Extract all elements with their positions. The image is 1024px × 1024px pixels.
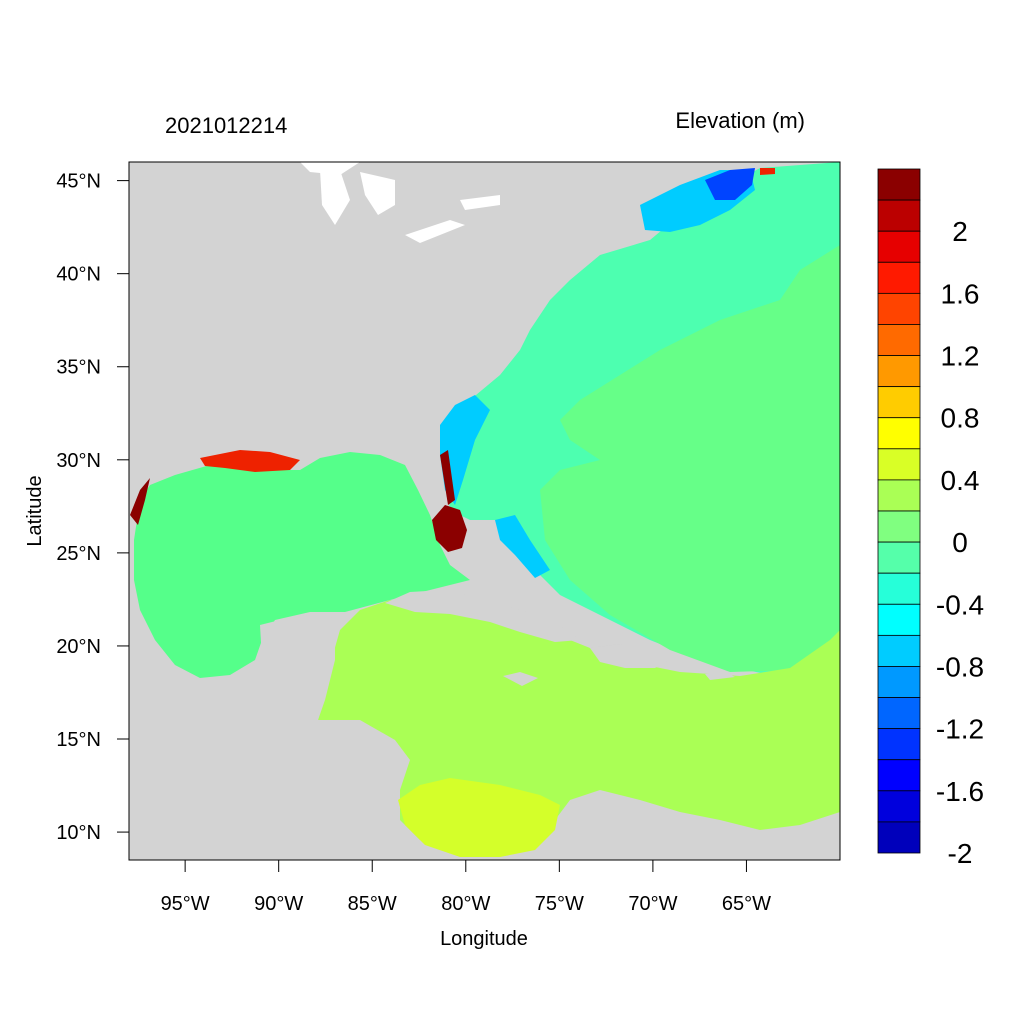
colorbar-swatch	[877, 666, 921, 698]
colorbar-label: -1.2	[936, 714, 984, 745]
florida-bay-high-surge	[432, 505, 467, 552]
colorbar-label: 2	[952, 216, 968, 247]
colorbar-label: -0.8	[936, 651, 984, 682]
colorbar-swatch	[877, 386, 921, 419]
colorbar-swatch	[877, 759, 921, 792]
variable-title: Elevation (m)	[675, 108, 805, 133]
cuba-island	[385, 590, 580, 642]
lake-michigan	[320, 170, 350, 225]
x-axis-label: Longitude	[440, 928, 528, 950]
lake-superior	[300, 162, 360, 175]
map-frame	[128, 161, 841, 861]
colorbar-label: -1.6	[936, 776, 984, 807]
puerto-rico-island	[705, 672, 735, 680]
yucatan-peninsula	[260, 615, 335, 720]
x-tick-label: 75°W	[535, 893, 584, 915]
map-area	[129, 162, 840, 860]
colorbar-swatch	[877, 324, 921, 356]
y-tick-label: 20°N	[56, 636, 101, 658]
gulf-of-maine-low	[705, 168, 755, 200]
hispaniola-island	[590, 644, 670, 668]
atlantic-ocean-offshore	[540, 245, 840, 672]
gulf-of-mexico	[134, 452, 470, 678]
x-tick-label: 95°W	[161, 893, 210, 915]
colorbar-swatch	[877, 728, 921, 761]
y-tick-label: 40°N	[56, 264, 101, 286]
y-tick-label: 45°N	[56, 171, 101, 193]
colorbar-swatch	[877, 697, 921, 730]
colorbar-label: 0.8	[941, 403, 980, 434]
colorbar-swatch	[877, 448, 921, 481]
colorbar-swatch	[877, 355, 921, 388]
bahamas-negative	[495, 515, 550, 578]
colorbar-label: 1.2	[941, 341, 980, 372]
louisiana-coast-high	[200, 450, 300, 472]
lake-huron	[360, 172, 395, 215]
lake-erie	[405, 220, 465, 243]
colorbar-swatch	[877, 603, 921, 636]
y-tick-label: 10°N	[56, 822, 101, 844]
colorbar-swatch	[877, 479, 921, 512]
x-tick-label: 85°W	[348, 893, 397, 915]
colorbar-swatch	[877, 821, 921, 854]
x-tick-label: 65°W	[722, 893, 771, 915]
colorbar-swatch	[877, 510, 921, 543]
x-tick-label: 90°W	[254, 893, 303, 915]
colorbar-swatch	[877, 168, 921, 201]
southern-caribbean	[398, 778, 560, 857]
texas-coast-high	[130, 478, 150, 525]
colorbar: 2 1.6 1.2 0.8 0.4 0 -0.4 -0.8 -1.2 -1.6 -2	[877, 168, 984, 869]
colorbar-label: -2	[948, 838, 973, 869]
timestamp-title: 2021012214	[165, 113, 287, 138]
great-lakes	[300, 162, 500, 243]
x-tick-label: 80°W	[441, 893, 490, 915]
y-tick-label: 35°N	[56, 357, 101, 379]
colorbar-swatch	[877, 634, 921, 667]
colorbar-label: 0.4	[941, 465, 980, 496]
y-axis-ticks: 45°N 40°N 35°N 30°N 25°N 20°N 15°N 10°N	[56, 171, 129, 844]
southeast-coast-negative-surge	[440, 395, 490, 505]
colorbar-swatch	[877, 417, 921, 450]
y-tick-label: 30°N	[56, 450, 101, 472]
colorbar-swatch	[877, 541, 921, 574]
colorbar-swatch	[877, 790, 921, 823]
colorbar-label: 0	[952, 527, 968, 558]
lake-ontario	[460, 195, 500, 210]
colorbar-swatch	[877, 572, 921, 605]
jamaica-island	[503, 672, 538, 686]
y-tick-label: 15°N	[56, 729, 101, 751]
colorbar-label: -0.4	[936, 589, 984, 620]
y-tick-label: 25°N	[56, 543, 101, 565]
x-axis-ticks: 95°W 90°W 85°W 80°W 75°W 70°W 65°W	[161, 860, 771, 915]
colorbar-swatch	[877, 292, 921, 325]
colorbar-swatch	[877, 199, 921, 232]
nova-scotia-high	[760, 168, 775, 175]
y-axis-label: Latitude	[24, 475, 46, 546]
colorbar-swatch	[877, 230, 921, 263]
florida-east-coast-high	[440, 450, 455, 505]
x-tick-label: 70°W	[628, 893, 677, 915]
colorbar-label: 1.6	[941, 278, 980, 309]
colorbar-swatch	[877, 261, 921, 294]
